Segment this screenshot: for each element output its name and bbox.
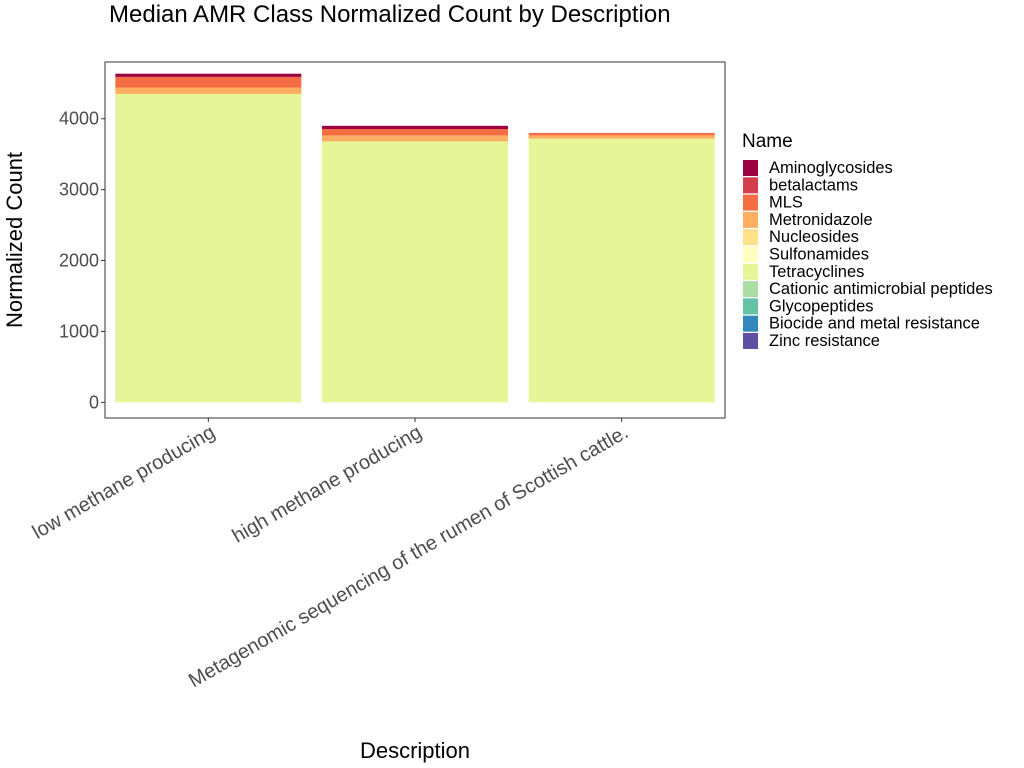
x-axis: low methane producing high methane produc…	[29, 418, 632, 692]
bar-segment	[322, 125, 508, 130]
legend-label: MLS	[769, 194, 803, 212]
x-axis-title: Description	[360, 738, 470, 763]
y-tick-label: 0	[89, 392, 99, 412]
legend-label: Glycopeptides	[769, 297, 874, 315]
legend-label: Sulfonamides	[769, 246, 869, 264]
legend-label: Tetracyclines	[769, 263, 864, 281]
bar-segment	[528, 138, 715, 403]
legend-swatch	[743, 315, 758, 332]
y-axis: 0 1000 2000 3000 4000	[59, 109, 105, 412]
legend-swatch	[743, 298, 758, 315]
y-tick-label: 4000	[59, 109, 99, 129]
bar-segment	[115, 73, 302, 77]
legend-label: Aminoglycosides	[769, 159, 893, 177]
bar-segment	[115, 87, 302, 94]
legend-swatch	[743, 194, 758, 211]
legend-swatch	[743, 211, 758, 228]
x-tick-label: Metagenomic sequencing of the rumen of S…	[185, 421, 632, 692]
bar-segment	[528, 135, 715, 139]
legend-swatch	[743, 281, 758, 298]
y-tick-label: 3000	[59, 180, 99, 200]
y-axis-title: Normalized Count	[2, 152, 27, 328]
bars-group	[115, 73, 715, 403]
bar-segment	[115, 76, 302, 88]
legend-swatch	[743, 263, 758, 280]
legend-swatch	[743, 333, 758, 349]
bar-segment	[322, 129, 508, 136]
bar-segment	[528, 132, 715, 136]
bar-segment	[322, 135, 508, 142]
legend-label: betalactams	[769, 176, 858, 194]
legend-label: Cationic antimicrobial peptides	[769, 280, 993, 298]
bar-segment	[115, 93, 302, 403]
legend-label: Metronidazole	[769, 211, 873, 229]
y-tick-label: 2000	[59, 251, 99, 271]
legend-swatch	[743, 229, 758, 246]
x-tick-label: low methane producing	[29, 421, 219, 543]
legend-swatch	[743, 160, 758, 176]
legend-swatch	[743, 177, 758, 194]
legend-label: Nucleosides	[769, 228, 859, 246]
bar-segment	[322, 141, 508, 403]
legend: Name AminoglycosidesbetalactamsMLSMetron…	[742, 131, 993, 350]
x-tick-label: high methane producing	[229, 421, 426, 547]
legend-swatch	[743, 246, 758, 263]
legend-label: Biocide and metal resistance	[769, 315, 980, 333]
legend-label: Zinc resistance	[769, 332, 880, 350]
y-tick-label: 1000	[59, 321, 99, 341]
chart-title: Median AMR Class Normalized Count by Des…	[109, 1, 671, 28]
legend-title: Name	[742, 131, 793, 152]
